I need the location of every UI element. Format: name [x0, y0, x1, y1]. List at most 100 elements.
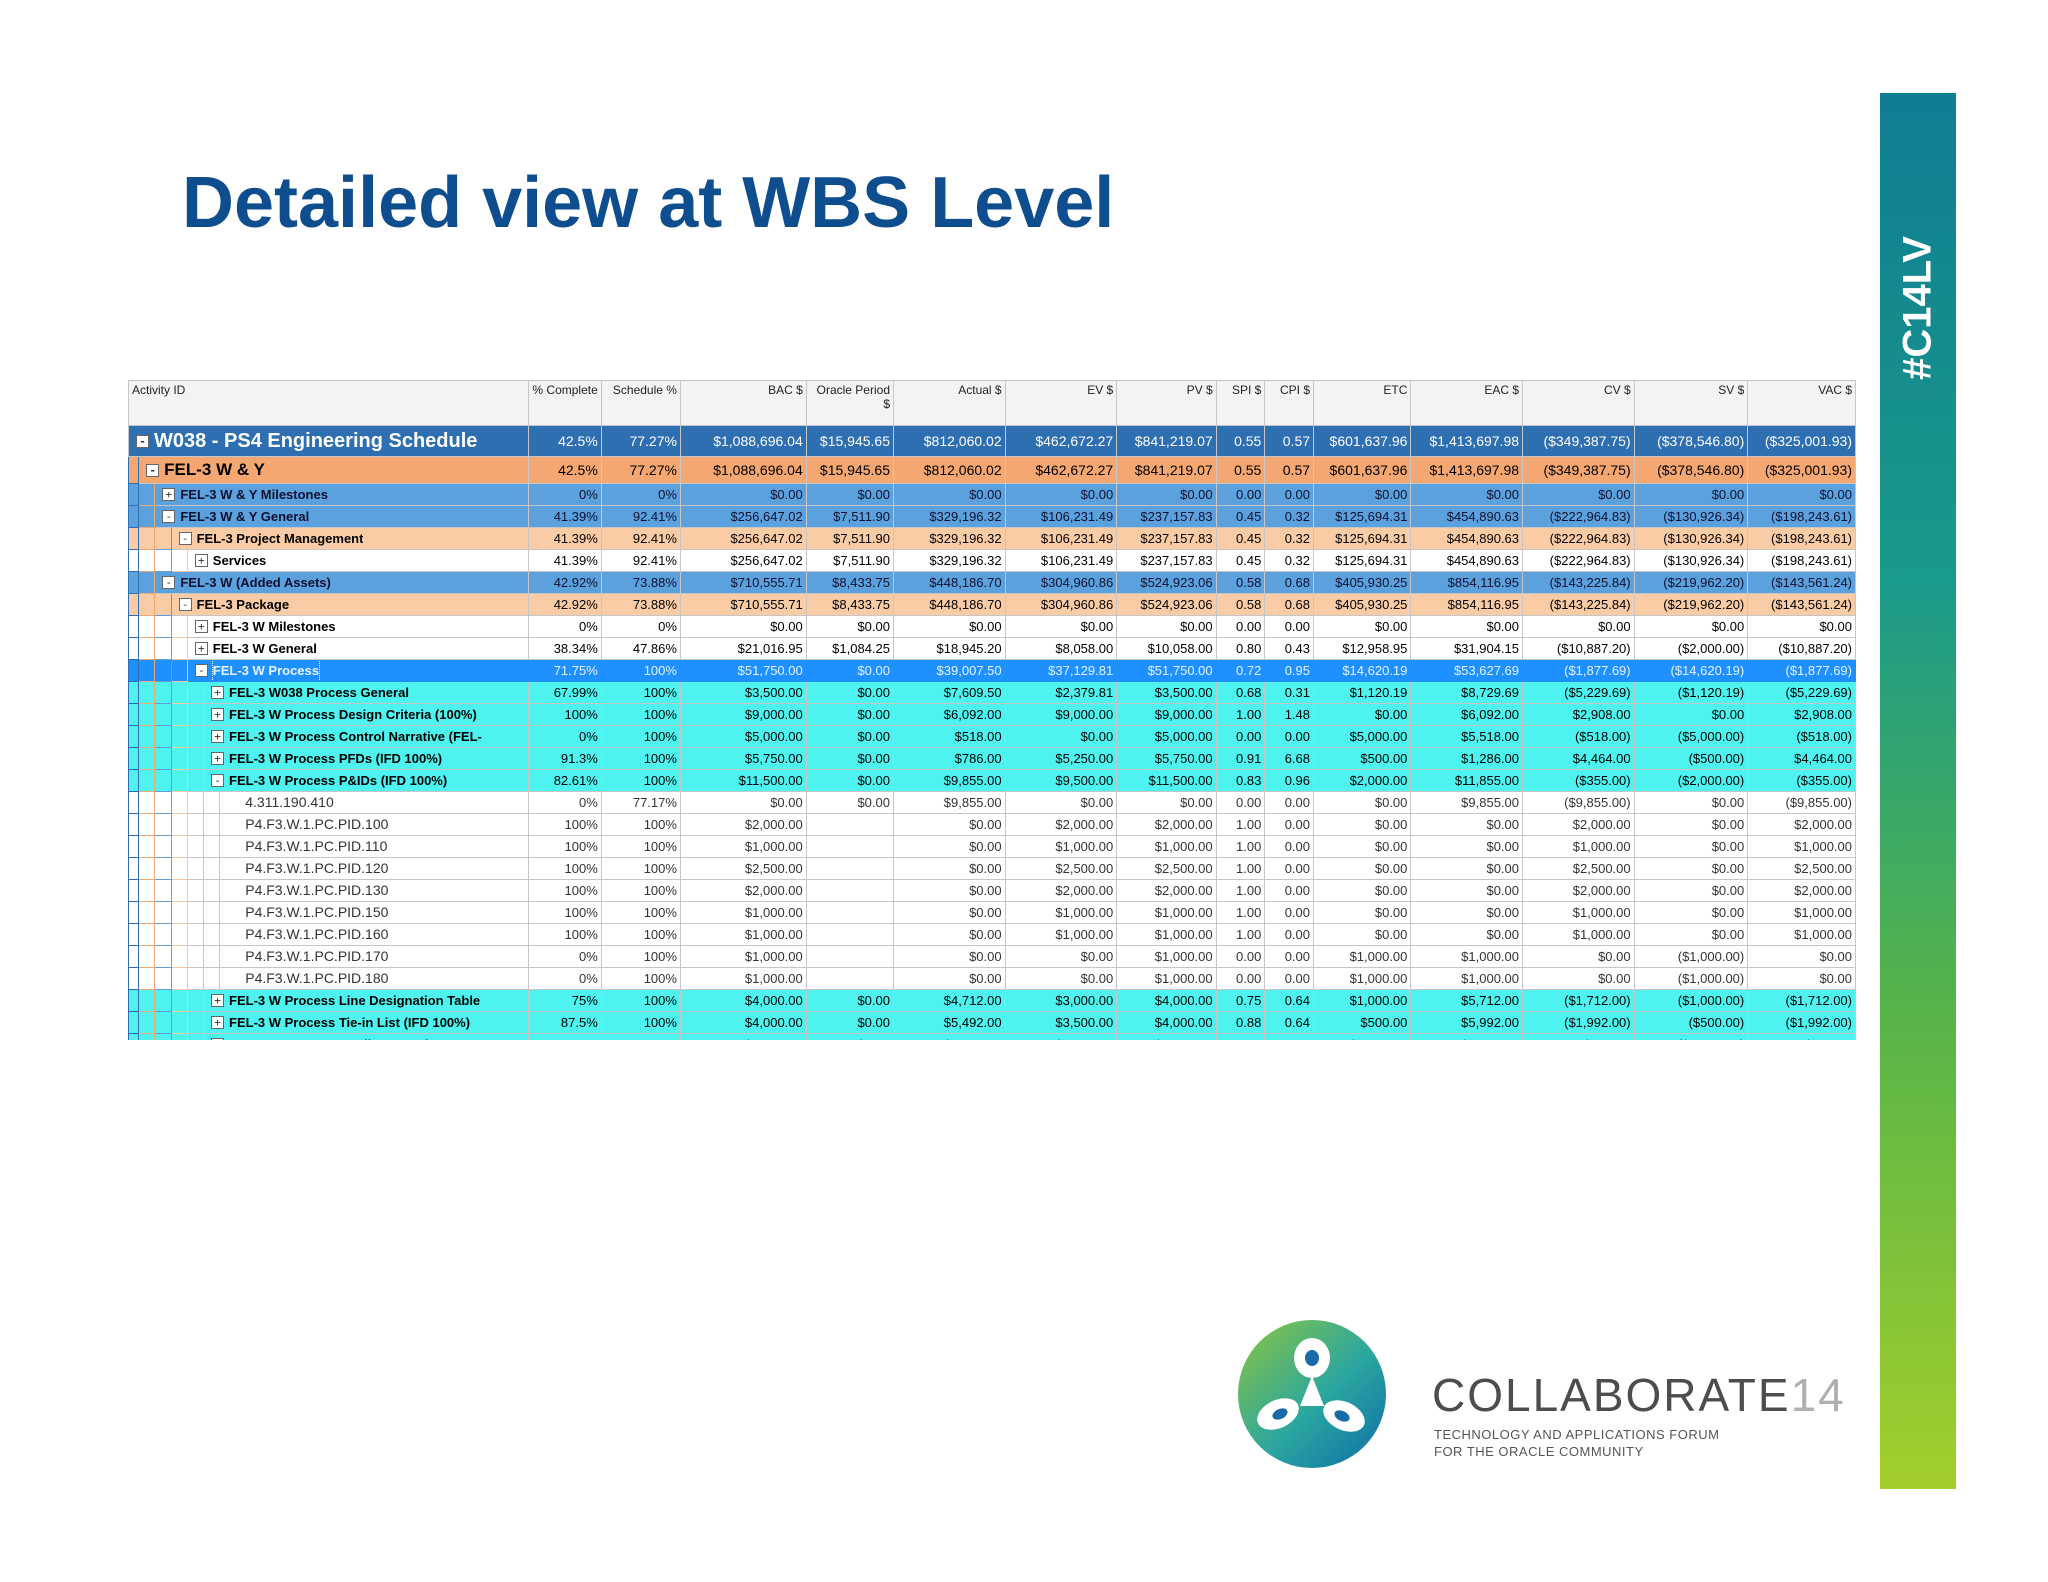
collapse-icon[interactable]: -	[146, 463, 160, 477]
indent-gutter	[186, 703, 205, 726]
expand-icon[interactable]: +	[194, 642, 208, 655]
activity-name-cell[interactable]: + FEL-3 W Process Studies, Steady State,	[203, 1033, 529, 1040]
expand-icon[interactable]: +	[211, 752, 225, 765]
activity-name-cell[interactable]: + FEL-3 W & Y Milestones	[154, 483, 529, 506]
collapse-icon[interactable]: -	[178, 598, 192, 611]
activity-name-cell[interactable]: - FEL-3 W (Added Assets)	[154, 571, 529, 594]
col-header[interactable]: PV $	[1116, 380, 1217, 426]
collapse-icon[interactable]: -	[162, 576, 176, 589]
leaf-spacer	[227, 862, 240, 875]
activity-name-cell[interactable]: + FEL-3 W Process Control Narrative (FEL-	[203, 725, 529, 748]
value-cell: ($14,620.19)	[1633, 659, 1749, 682]
col-header[interactable]: BAC $	[679, 380, 807, 426]
activity-name-cell[interactable]: - FEL-3 W & Y General	[154, 505, 529, 528]
activity-name-cell[interactable]: P4.F3.W.1.PC.PID.150	[219, 901, 529, 924]
activity-name-cell[interactable]: P4.F3.W.1.PC.PID.120	[219, 857, 529, 880]
wbs-row[interactable]: - FEL-3 W (Added Assets) 42.92% 73.88% $710,…	[128, 571, 1856, 594]
col-header[interactable]: EAC $	[1410, 380, 1524, 426]
activity-row[interactable]: P4.F3.W.1.PC.PID.180 0% 100% $1,000.00 $0.00…	[128, 967, 1856, 990]
col-header[interactable]: Oracle Period $	[805, 380, 895, 426]
activity-name-cell[interactable]: - FEL-3 Package	[170, 593, 529, 616]
activity-row[interactable]: P4.F3.W.1.PC.PID.170 0% 100% $1,000.00 $0.00…	[128, 945, 1856, 968]
activity-row[interactable]: P4.F3.W.1.PC.PID.100 100% 100% $2,000.00 $0.…	[128, 813, 1856, 836]
wbs-row[interactable]: + FEL-3 W Process Control Narrative (FEL-…	[128, 725, 1856, 748]
wbs-row[interactable]: + FEL-3 W038 Process General 67.99% 100% $3,…	[128, 681, 1856, 704]
activity-name-cell[interactable]: + Services	[186, 549, 529, 572]
activity-name-cell[interactable]: P4.F3.W.1.PC.PID.100	[219, 813, 529, 836]
wbs-row[interactable]: + Services 41.39% 92.41% $256,647.02 $7,511.9…	[128, 549, 1856, 572]
wbs-row[interactable]: - FEL-3 W & Y 42.5% 77.27% $1,088,696.04 $15,…	[128, 456, 1856, 484]
expand-icon[interactable]: +	[211, 1016, 225, 1029]
wbs-row[interactable]: - FEL-3 Package 42.92% 73.88% $710,555.71 $8,…	[128, 593, 1856, 616]
activity-name-cell[interactable]: P4.F3.W.1.PC.PID.130	[219, 879, 529, 902]
activity-name-cell[interactable]: + FEL-3 W Process Design Criteria (100%)	[203, 703, 529, 726]
expand-icon[interactable]: +	[211, 1038, 225, 1040]
activity-name-cell[interactable]: - FEL-3 W Process P&IDs (IFD 100%)	[203, 769, 529, 792]
collapse-icon[interactable]: -	[136, 434, 149, 448]
collapse-icon[interactable]: -	[162, 510, 176, 523]
col-header[interactable]: CV $	[1522, 380, 1635, 426]
expand-icon[interactable]: +	[211, 994, 225, 1007]
activity-row[interactable]: P4.F3.W.1.PC.PID.110 100% 100% $1,000.00 $0.…	[128, 835, 1856, 858]
wbs-row[interactable]: - FEL-3 W & Y General 41.39% 92.41% $256,647…	[128, 505, 1856, 528]
wbs-row[interactable]: - W038 - PS4 Engineering Schedule 42.5% 77.…	[128, 425, 1856, 457]
activity-name-cell[interactable]: P4.F3.W.1.PC.PID.170	[219, 945, 529, 968]
activity-name-cell[interactable]: P4.F3.W.1.PC.PID.110	[219, 835, 529, 858]
col-header[interactable]: Schedule %	[600, 380, 681, 426]
activity-row[interactable]: P4.F3.W.1.PC.PID.130 100% 100% $2,000.00 $0.…	[128, 879, 1856, 902]
wbs-row[interactable]: + FEL-3 W Process Tie-in List (IFD 100%) 8…	[128, 1011, 1856, 1034]
value-cell: $1,000.00	[1522, 923, 1635, 946]
activity-name-cell[interactable]: - FEL-3 W Process	[186, 659, 529, 682]
activity-row[interactable]: 4.311.190.410 0% 77.17% $0.00 $0.00 $9,855.00…	[128, 791, 1856, 814]
collapse-icon[interactable]: -	[178, 532, 192, 545]
expand-icon[interactable]: +	[211, 686, 225, 699]
col-header[interactable]: % Complete	[527, 380, 602, 426]
expand-icon[interactable]: +	[194, 620, 208, 633]
wbs-row[interactable]: - FEL-3 W Process 71.75% 100% $51,750.00 $0.0…	[128, 659, 1856, 682]
indent-gutter	[138, 769, 156, 792]
col-header[interactable]: Actual $	[893, 380, 1006, 426]
wbs-row[interactable]: + FEL-3 W & Y Milestones 0% 0% $0.00 $0.00 $0.…	[128, 483, 1856, 506]
col-header[interactable]: EV $	[1004, 380, 1118, 426]
wbs-row[interactable]: + FEL-3 W Process Design Criteria (100%) 1…	[128, 703, 1856, 726]
activity-name-cell[interactable]: + FEL-3 W Process PFDs (IFD 100%)	[203, 747, 529, 770]
activity-name-cell[interactable]: - FEL-3 Project Management	[170, 527, 529, 550]
activity-name-cell[interactable]: - W038 - PS4 Engineering Schedule	[128, 425, 529, 457]
activity-name-cell[interactable]: P4.F3.W.1.PC.PID.180	[219, 967, 529, 990]
col-header[interactable]: CPI $	[1264, 380, 1315, 426]
activity-name-cell[interactable]: + FEL-3 W Milestones	[186, 615, 529, 638]
col-header[interactable]: ETC	[1313, 380, 1412, 426]
expand-icon[interactable]: +	[211, 730, 225, 743]
value-cell: $0.00	[1313, 483, 1412, 506]
indent-gutter	[154, 923, 172, 946]
collapse-icon[interactable]: -	[211, 774, 225, 787]
col-header[interactable]: SV $	[1633, 380, 1749, 426]
activity-name-cell[interactable]: + FEL-3 W Process Line Designation Table	[203, 989, 529, 1012]
activity-name-cell[interactable]: 4.311.190.410	[219, 791, 529, 814]
activity-name-cell[interactable]: + FEL-3 W General	[186, 637, 529, 660]
value-cell: ($1,000.00)	[1633, 945, 1749, 968]
wbs-row[interactable]: + FEL-3 W General 38.34% 47.86% $21,016.95 $1…	[128, 637, 1856, 660]
col-header-activity-id[interactable]: Activity ID	[128, 380, 529, 426]
wbs-row[interactable]: - FEL-3 W Process P&IDs (IFD 100%) 82.61% 1…	[128, 769, 1856, 792]
activity-row[interactable]: P4.F3.W.1.PC.PID.120 100% 100% $2,500.00 $0.…	[128, 857, 1856, 880]
activity-row[interactable]: P4.F3.W.1.PC.PID.150 100% 100% $1,000.00 $0.…	[128, 901, 1856, 924]
collapse-icon[interactable]: -	[194, 664, 208, 677]
wbs-row[interactable]: + FEL-3 W Milestones 0% 0% $0.00 $0.00 $0.00 $0…	[128, 615, 1856, 638]
activity-name-cell[interactable]: P4.F3.W.1.PC.PID.160	[219, 923, 529, 946]
activity-name: FEL-3 Package	[196, 597, 290, 612]
wbs-row[interactable]: + FEL-3 W Process PFDs (IFD 100%) 91.3% 100…	[128, 747, 1856, 770]
activity-name-cell[interactable]: + FEL-3 W Process Tie-in List (IFD 100%)	[203, 1011, 529, 1034]
wbs-row[interactable]: + FEL-3 W Process Line Designation Table 7…	[128, 989, 1856, 1012]
wbs-row[interactable]: + FEL-3 W Process Studies, Steady State, 5…	[128, 1033, 1856, 1040]
expand-icon[interactable]: +	[162, 488, 176, 501]
activity-name-cell[interactable]: + FEL-3 W038 Process General	[203, 681, 529, 704]
activity-row[interactable]: P4.F3.W.1.PC.PID.160 100% 100% $1,000.00 $0.…	[128, 923, 1856, 946]
value-cell: $15,945.65	[805, 456, 895, 484]
col-header[interactable]: SPI $	[1215, 380, 1266, 426]
expand-icon[interactable]: +	[211, 708, 225, 721]
wbs-row[interactable]: - FEL-3 Project Management 41.39% 92.41% $25…	[128, 527, 1856, 550]
expand-icon[interactable]: +	[194, 554, 208, 567]
activity-name-cell[interactable]: - FEL-3 W & Y	[138, 456, 529, 484]
col-header[interactable]: VAC $	[1747, 380, 1856, 426]
